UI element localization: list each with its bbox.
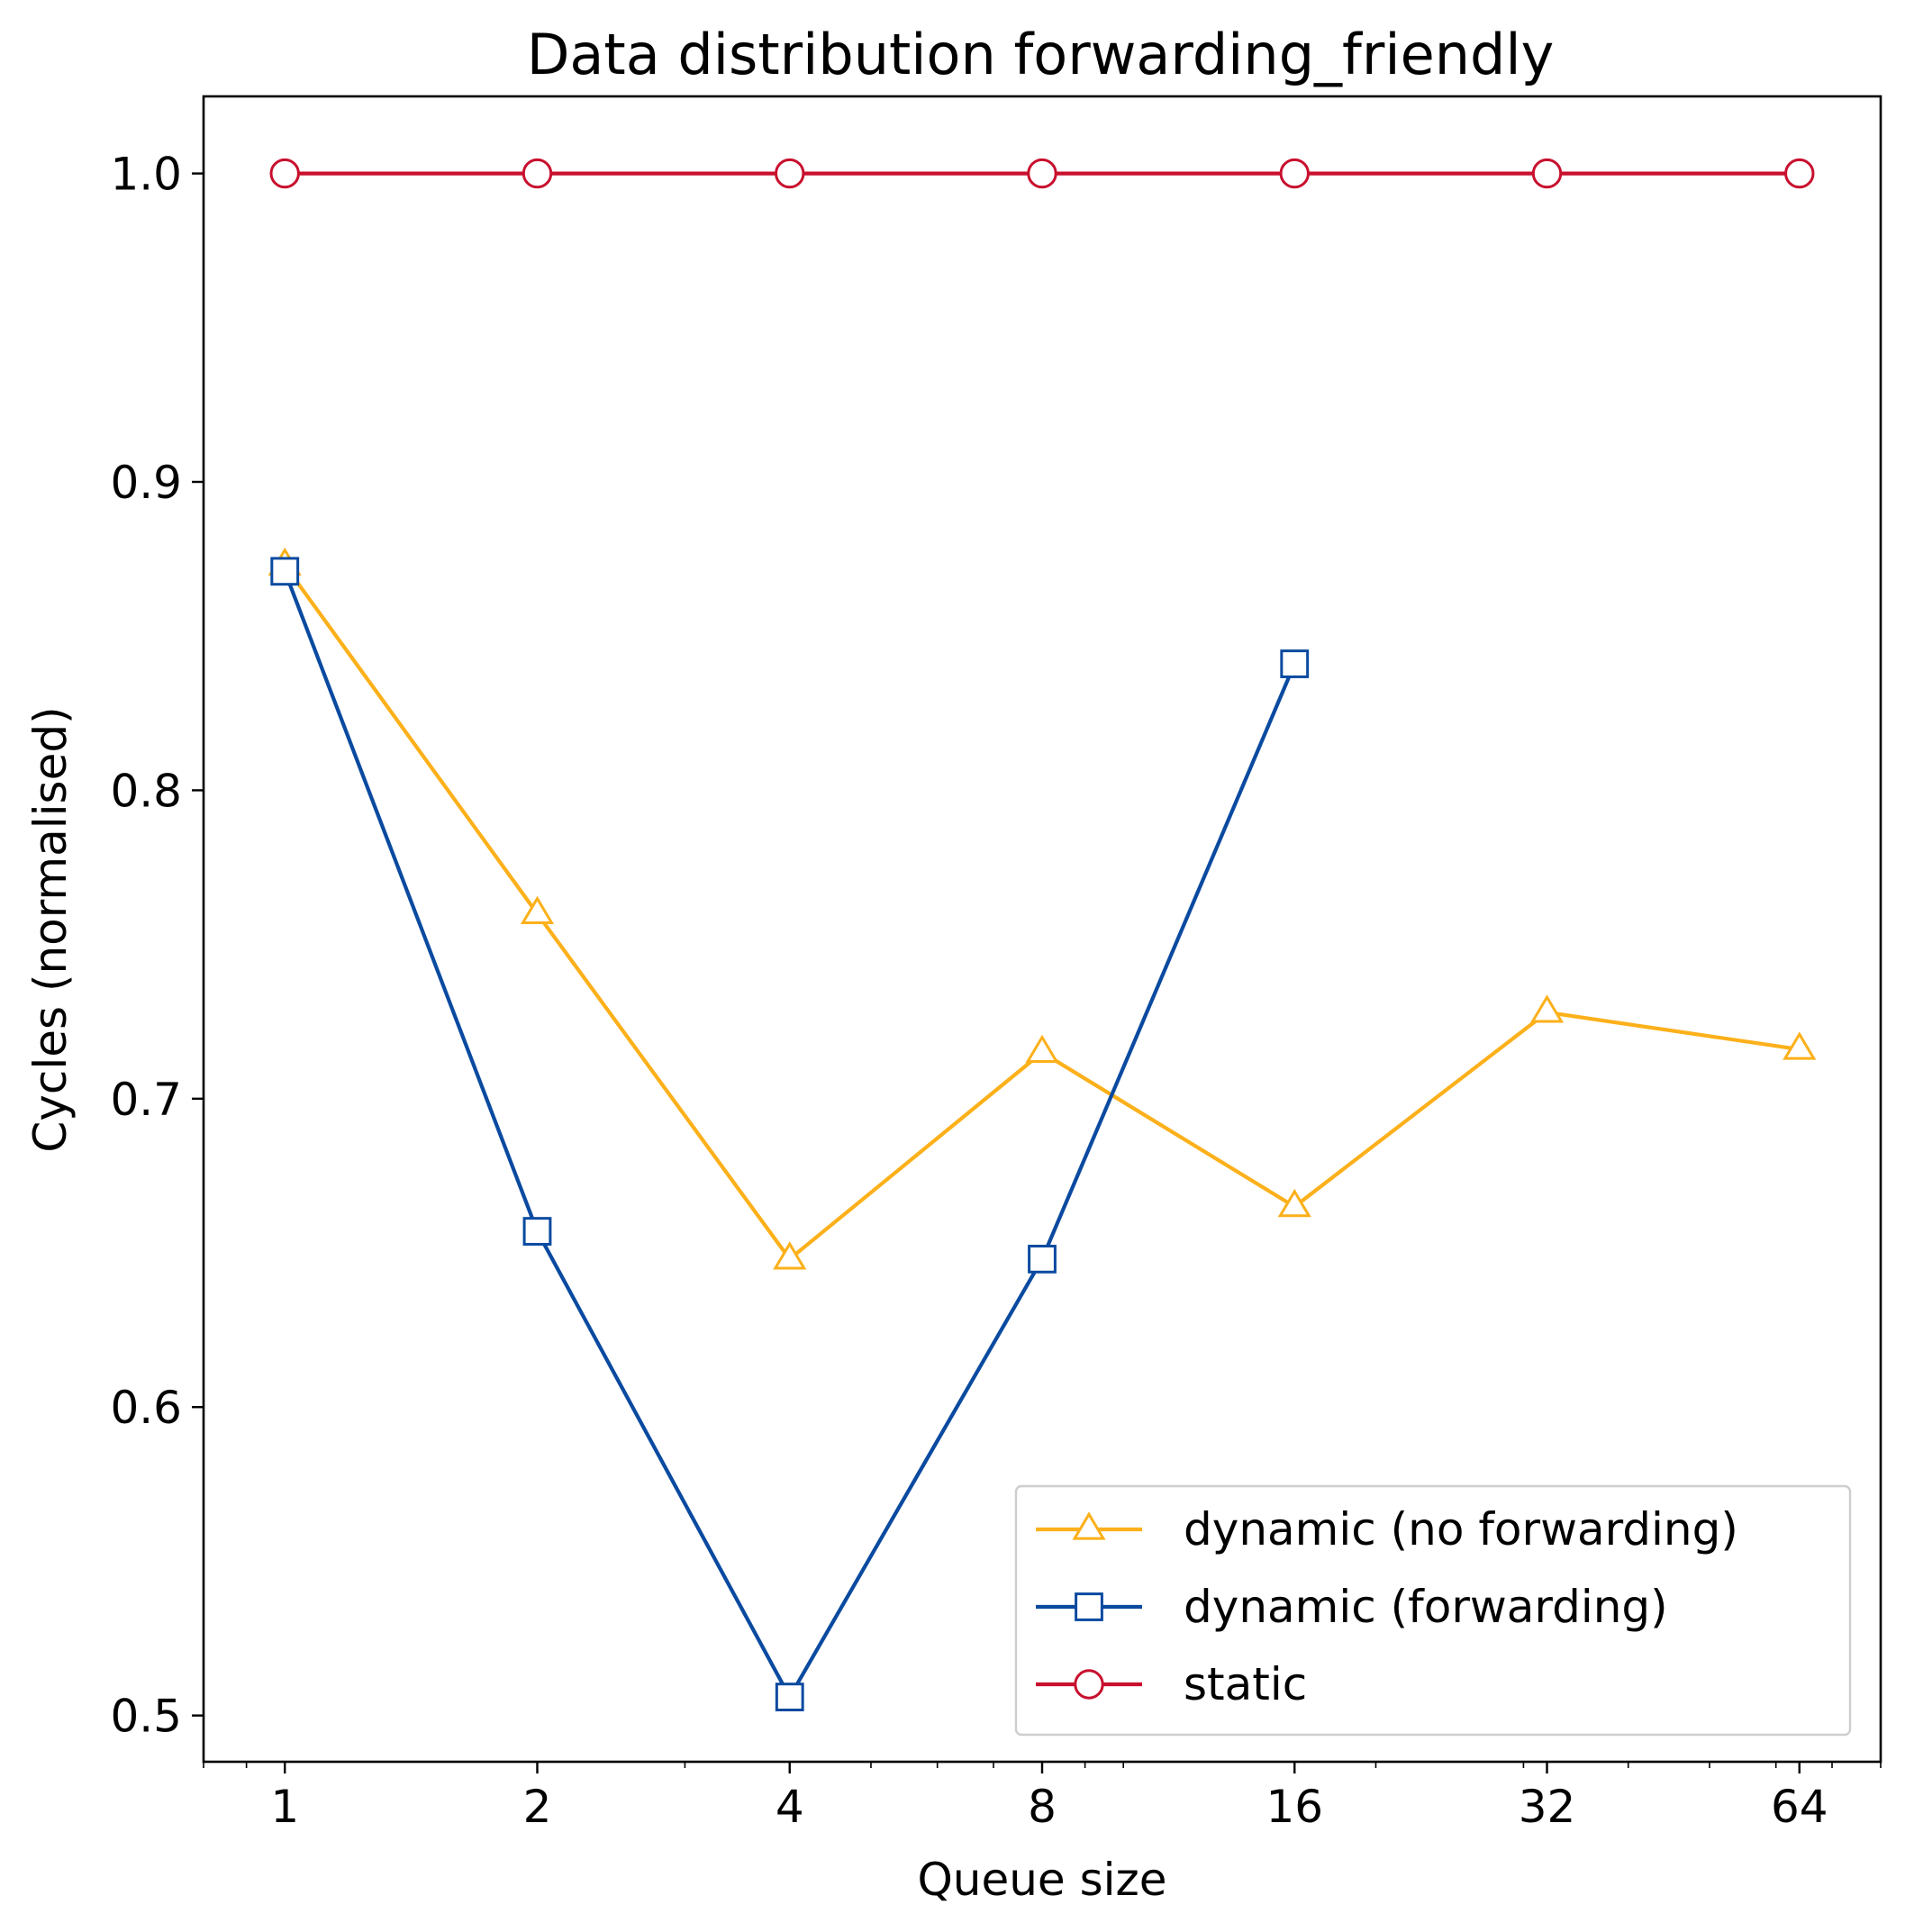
- y-axis-label: Cycles (normalised): [24, 706, 77, 1152]
- triangle-marker: [1277, 1188, 1311, 1218]
- triangle-marker: [520, 895, 555, 924]
- square-marker: [775, 1683, 804, 1711]
- circle-marker: [269, 158, 300, 189]
- circle-marker: [1279, 158, 1310, 189]
- y-tick-label: 0.6: [110, 1382, 182, 1434]
- x-tick-label: 16: [1265, 1781, 1323, 1833]
- y-tick-label: 0.7: [110, 1074, 182, 1126]
- legend-label: dynamic (no forwarding): [1184, 1503, 1738, 1556]
- square-marker: [1075, 1592, 1103, 1621]
- square-marker: [1280, 649, 1310, 678]
- chart-title: Data distribution forwarding_friendly: [527, 22, 1555, 87]
- x-tick-label: 64: [1771, 1781, 1828, 1833]
- y-tick-label: 1.0: [110, 149, 182, 201]
- square-marker: [1028, 1244, 1057, 1274]
- triangle-marker: [1529, 994, 1565, 1023]
- circle-marker: [1531, 158, 1563, 189]
- square-marker: [270, 557, 300, 586]
- x-tick-label: 1: [270, 1781, 299, 1833]
- legend-entry: dynamic (forwarding): [1036, 1581, 1668, 1633]
- axis-ticks: 1 2 4 8 16 32 64 0.5 0.6 0.7 0.8 0.9 1.0: [110, 149, 1882, 1833]
- series-2: [270, 557, 1310, 1711]
- x-tick-label: 32: [1519, 1781, 1576, 1833]
- triangle-marker: [1025, 1034, 1059, 1064]
- legend-label: static: [1184, 1658, 1307, 1710]
- series-1: [268, 547, 1817, 1270]
- circle-marker: [522, 158, 553, 189]
- legend-entry: static: [1036, 1658, 1307, 1710]
- y-tick-label: 0.5: [110, 1691, 182, 1743]
- axes-frame: [202, 95, 1882, 1764]
- x-tick-label: 2: [523, 1781, 552, 1833]
- x-tick-label: 4: [776, 1781, 804, 1833]
- circle-marker: [1027, 158, 1057, 189]
- triangle-marker: [773, 1241, 807, 1270]
- x-tick-label: 8: [1028, 1781, 1057, 1833]
- circle-marker: [1074, 1669, 1104, 1700]
- triangle-marker: [1072, 1511, 1106, 1540]
- y-tick-label: 0.8: [110, 765, 182, 817]
- circle-marker: [775, 158, 805, 189]
- legend-entry: dynamic (no forwarding): [1036, 1503, 1738, 1556]
- x-axis-label: Queue size: [917, 1854, 1166, 1906]
- legend-label: dynamic (forwarding): [1184, 1581, 1668, 1633]
- triangle-marker: [1783, 1031, 1817, 1060]
- circle-marker: [1784, 158, 1815, 189]
- series-group: [268, 158, 1817, 1711]
- square-marker: [522, 1217, 552, 1246]
- legend: dynamic (no forwarding) dynamic (forwardi…: [1014, 1484, 1852, 1737]
- series-3: [269, 158, 1815, 189]
- legend-box: [1014, 1484, 1852, 1737]
- y-tick-label: 0.9: [110, 457, 182, 509]
